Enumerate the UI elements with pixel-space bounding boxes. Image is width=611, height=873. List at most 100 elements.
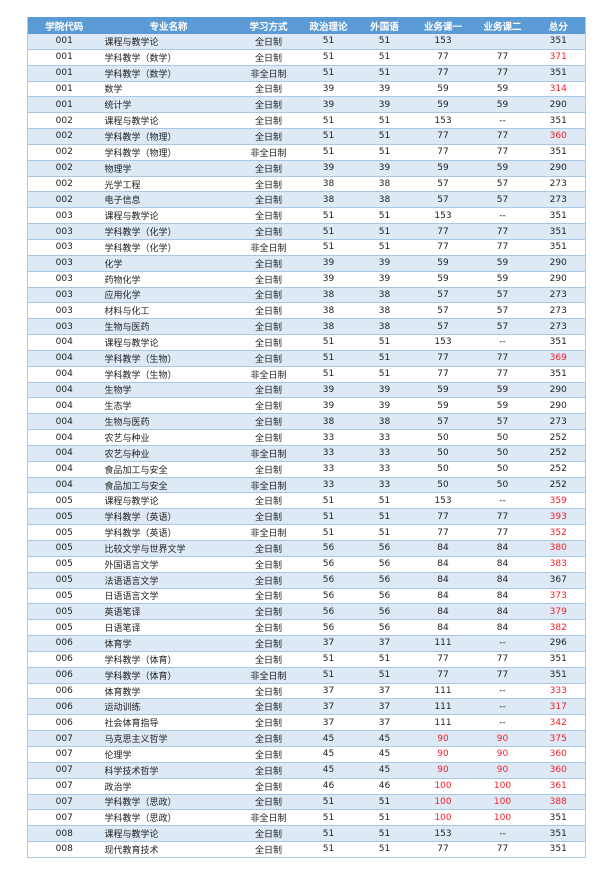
- cell-study-mode: 全日制: [236, 429, 301, 446]
- table-row: 007 政治学 全日制 46 46 100 100 361: [27, 778, 586, 795]
- cell-course-one: 90: [412, 730, 474, 747]
- cell-course-two: --: [473, 635, 532, 652]
- cell-study-mode: 全日制: [236, 556, 301, 573]
- cell-total: 273: [531, 176, 586, 193]
- cell-total: 351: [531, 366, 586, 383]
- table-row: 006 体育教学 全日制 37 37 111 -- 333: [27, 683, 586, 700]
- table-row: 005 法语语言文学 全日制 56 56 84 84 367: [27, 572, 586, 589]
- cell-foreign-language: 37: [356, 635, 413, 652]
- cell-politics: 46: [300, 778, 357, 795]
- cell-politics: 38: [300, 302, 357, 320]
- cell-foreign-language: 37: [356, 683, 413, 700]
- cell-college-code: 001: [27, 34, 101, 50]
- cell-course-two: 57: [473, 176, 532, 193]
- cell-major-name: 政治学: [100, 778, 237, 795]
- cell-total: 360: [531, 746, 586, 763]
- cell-course-two: 100: [473, 809, 532, 827]
- cell-college-code: 008: [27, 841, 101, 858]
- cell-study-mode: 非全日制: [236, 366, 301, 383]
- table-row: 004 生物学 全日制 39 39 59 59 290: [27, 382, 586, 399]
- cell-politics: 33: [300, 477, 357, 494]
- cell-course-one: 59: [412, 397, 474, 415]
- cell-study-mode: 全日制: [236, 508, 301, 526]
- cell-foreign-language: 51: [356, 144, 413, 161]
- table-row: 002 学科教学（物理） 全日制 51 51 77 77 360: [27, 128, 586, 145]
- table-row: 002 学科教学（物理） 非全日制 51 51 77 77 351: [27, 144, 586, 161]
- cell-politics: 51: [300, 239, 357, 256]
- cell-foreign-language: 38: [356, 413, 413, 431]
- cell-major-name: 课程与教学论: [100, 112, 237, 130]
- cell-total: 351: [531, 144, 586, 161]
- cell-course-two: 59: [473, 96, 532, 114]
- cell-total: 359: [531, 492, 586, 510]
- cell-college-code: 005: [27, 588, 101, 605]
- cell-major-name: 学科教学（英语）: [100, 524, 237, 541]
- cell-college-code: 002: [27, 128, 101, 145]
- cell-course-one: 153: [412, 825, 474, 843]
- cell-major-name: 生物与医药: [100, 318, 237, 336]
- cell-politics: 51: [300, 825, 357, 843]
- cell-study-mode: 全日制: [236, 794, 301, 811]
- cell-total: 252: [531, 477, 586, 494]
- cell-politics: 39: [300, 81, 357, 98]
- cell-study-mode: 全日制: [236, 287, 301, 304]
- cell-course-one: 77: [412, 65, 474, 82]
- cell-college-code: 006: [27, 635, 101, 652]
- table-row: 001 课程与教学论 全日制 51 51 153 351: [27, 34, 586, 50]
- cell-study-mode: 全日制: [236, 588, 301, 605]
- cell-course-one: 77: [412, 128, 474, 145]
- cell-politics: 51: [300, 334, 357, 351]
- cell-politics: 37: [300, 698, 357, 716]
- cell-college-code: 003: [27, 255, 101, 272]
- cell-college-code: 004: [27, 397, 101, 415]
- cell-politics: 51: [300, 841, 357, 858]
- cell-college-code: 005: [27, 540, 101, 557]
- header-college-code: 学院代码: [27, 17, 101, 34]
- cell-major-name: 生态学: [100, 397, 237, 415]
- cell-course-two: --: [473, 334, 532, 351]
- cell-total: 290: [531, 96, 586, 114]
- table-row: 002 课程与教学论 全日制 51 51 153 -- 351: [27, 112, 586, 130]
- cell-course-one: 77: [412, 524, 474, 541]
- cell-total: 351: [531, 825, 586, 843]
- cell-foreign-language: 51: [356, 223, 413, 240]
- cell-major-name: 应用化学: [100, 287, 237, 304]
- cell-college-code: 004: [27, 461, 101, 478]
- cell-major-name: 课程与教学论: [100, 334, 237, 351]
- cell-politics: 45: [300, 762, 357, 779]
- cell-study-mode: 全日制: [236, 730, 301, 747]
- cell-course-two: 84: [473, 588, 532, 605]
- cell-college-code: 004: [27, 334, 101, 351]
- cell-course-two: 84: [473, 603, 532, 621]
- cell-course-two: 84: [473, 540, 532, 557]
- cell-study-mode: 全日制: [236, 698, 301, 716]
- cell-college-code: 005: [27, 556, 101, 573]
- cell-foreign-language: 51: [356, 524, 413, 541]
- cell-course-two: 77: [473, 128, 532, 145]
- cell-foreign-language: 56: [356, 588, 413, 605]
- cell-course-two: 90: [473, 762, 532, 779]
- cell-major-name: 统计学: [100, 96, 237, 114]
- cell-course-two: 77: [473, 239, 532, 256]
- cell-course-two: 57: [473, 318, 532, 336]
- cell-foreign-language: 39: [356, 160, 413, 177]
- cell-major-name: 课程与教学论: [100, 492, 237, 510]
- cell-total: 351: [531, 667, 586, 684]
- cell-total: 373: [531, 588, 586, 605]
- cell-total: 352: [531, 524, 586, 541]
- cell-course-two: 59: [473, 81, 532, 98]
- cell-course-one: 84: [412, 540, 474, 557]
- cell-foreign-language: 33: [356, 461, 413, 478]
- cell-course-two: 77: [473, 841, 532, 858]
- cell-foreign-language: 56: [356, 619, 413, 637]
- cell-foreign-language: 51: [356, 34, 413, 50]
- cell-college-code: 003: [27, 239, 101, 256]
- cell-course-two: 59: [473, 271, 532, 288]
- cell-course-one: 153: [412, 34, 474, 50]
- cell-course-one: 77: [412, 667, 474, 684]
- cell-study-mode: 非全日制: [236, 445, 301, 462]
- cell-study-mode: 非全日制: [236, 667, 301, 684]
- cell-course-one: 59: [412, 271, 474, 288]
- table-row: 006 运动训练 全日制 37 37 111 -- 317: [27, 698, 586, 716]
- cell-course-one: 59: [412, 160, 474, 177]
